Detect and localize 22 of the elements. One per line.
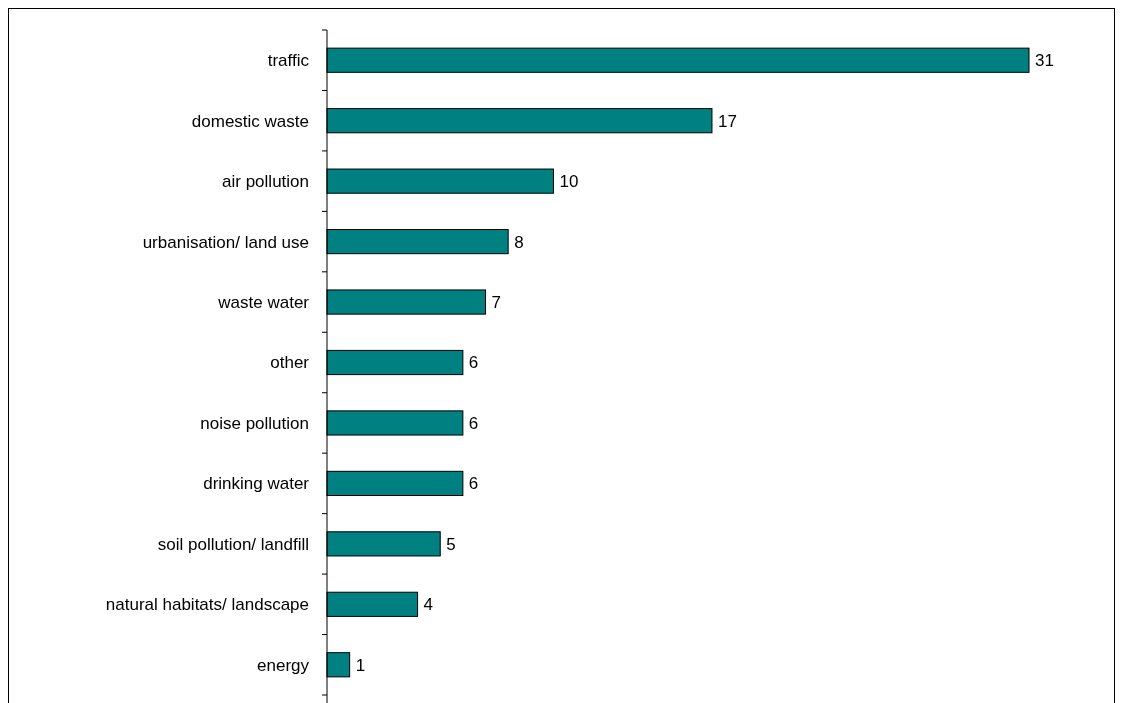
data-label: 8 bbox=[514, 232, 524, 252]
data-label: 17 bbox=[717, 111, 737, 131]
y-tick-label: traffic bbox=[267, 51, 310, 71]
data-label: 5 bbox=[446, 534, 456, 554]
y-tick-label: natural habitats/ landscape bbox=[105, 595, 309, 615]
data-label: 4 bbox=[423, 595, 434, 615]
y-tick-label: air pollution bbox=[222, 172, 309, 192]
y-tick-label: energy bbox=[257, 655, 310, 675]
data-label: 7 bbox=[491, 293, 501, 312]
data-label: 6 bbox=[468, 413, 479, 433]
data-label: 6 bbox=[468, 353, 479, 373]
data-label: 31 bbox=[1035, 51, 1054, 71]
data-label: 10 bbox=[559, 172, 579, 192]
y-tick-label: noise pollution bbox=[200, 413, 309, 433]
data-label: 6 bbox=[468, 474, 479, 494]
data-label: 1 bbox=[355, 655, 366, 675]
y-tick-label: urbanisation/ land use bbox=[142, 232, 309, 252]
y-tick-label: domestic waste bbox=[191, 111, 309, 131]
y-tick-label: other bbox=[270, 353, 310, 373]
y-tick-label: soil pollution/ landfill bbox=[157, 534, 309, 554]
y-tick-label: drinking water bbox=[203, 474, 310, 494]
y-tick-label: waste water bbox=[217, 293, 310, 312]
